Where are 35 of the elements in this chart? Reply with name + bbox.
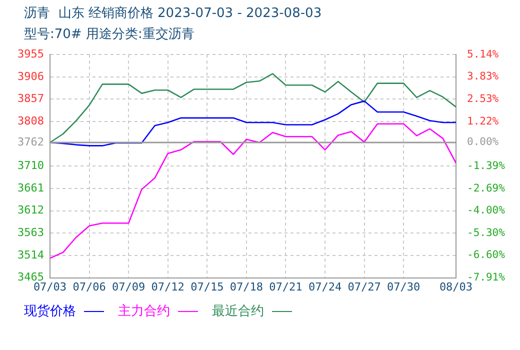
y2-tick-label: 2.53% [467, 92, 500, 105]
y-tick-label: 3563 [18, 226, 44, 240]
chart-subtitle: 型号:70# 用途分类:重交沥青 [24, 26, 194, 43]
y-tick-label: 3762 [18, 135, 44, 148]
y-tick-label: 3808 [18, 114, 44, 128]
x-tick-label: 07/24 [308, 280, 342, 294]
x-tick-label: 07/30 [387, 280, 420, 294]
y2-tick-label: -2.69% [467, 182, 506, 194]
y2-tick-label: 0.00% [467, 136, 500, 148]
y2-tick-label: 5.14% [467, 48, 500, 60]
x-tick-label: 07/12 [151, 280, 184, 294]
legend-label: 现货价格 [24, 303, 76, 320]
y2-tick-label: -4.00% [467, 204, 506, 217]
y-tick-label: 3955 [18, 47, 44, 60]
y2-tick-label: -1.39% [467, 160, 506, 172]
x-tick-label: 07/09 [112, 280, 146, 294]
x-tick-label: 07/18 [230, 280, 264, 294]
y-tick-label: 3514 [18, 248, 44, 262]
y-tick-label: 3906 [18, 70, 44, 83]
x-tick-label: 07/15 [190, 280, 224, 294]
y-tick-label: 3857 [18, 92, 44, 106]
x-tick-label: 07/06 [72, 280, 106, 294]
chart-title: 沥青 山东 经销商价格 2023-07-03 - 2023-08-03 [24, 5, 322, 22]
y-tick-label: 3612 [18, 204, 44, 217]
y2-tick-label: 3.83% [467, 70, 500, 83]
y-tick-label: 3661 [18, 181, 44, 194]
y2-tick-label: 1.22% [467, 115, 500, 128]
x-tick-label: 08/03 [439, 280, 473, 294]
x-tick-label: 07/27 [348, 280, 381, 294]
legend-label: 最近合约 [212, 303, 264, 320]
y2-tick-label: -6.60% [467, 249, 506, 262]
legend-label: 主力合约 [118, 303, 170, 320]
x-tick-label: 07/21 [269, 280, 302, 294]
y-tick-label: 3710 [18, 159, 44, 172]
y2-tick-label: -5.30% [467, 226, 506, 239]
